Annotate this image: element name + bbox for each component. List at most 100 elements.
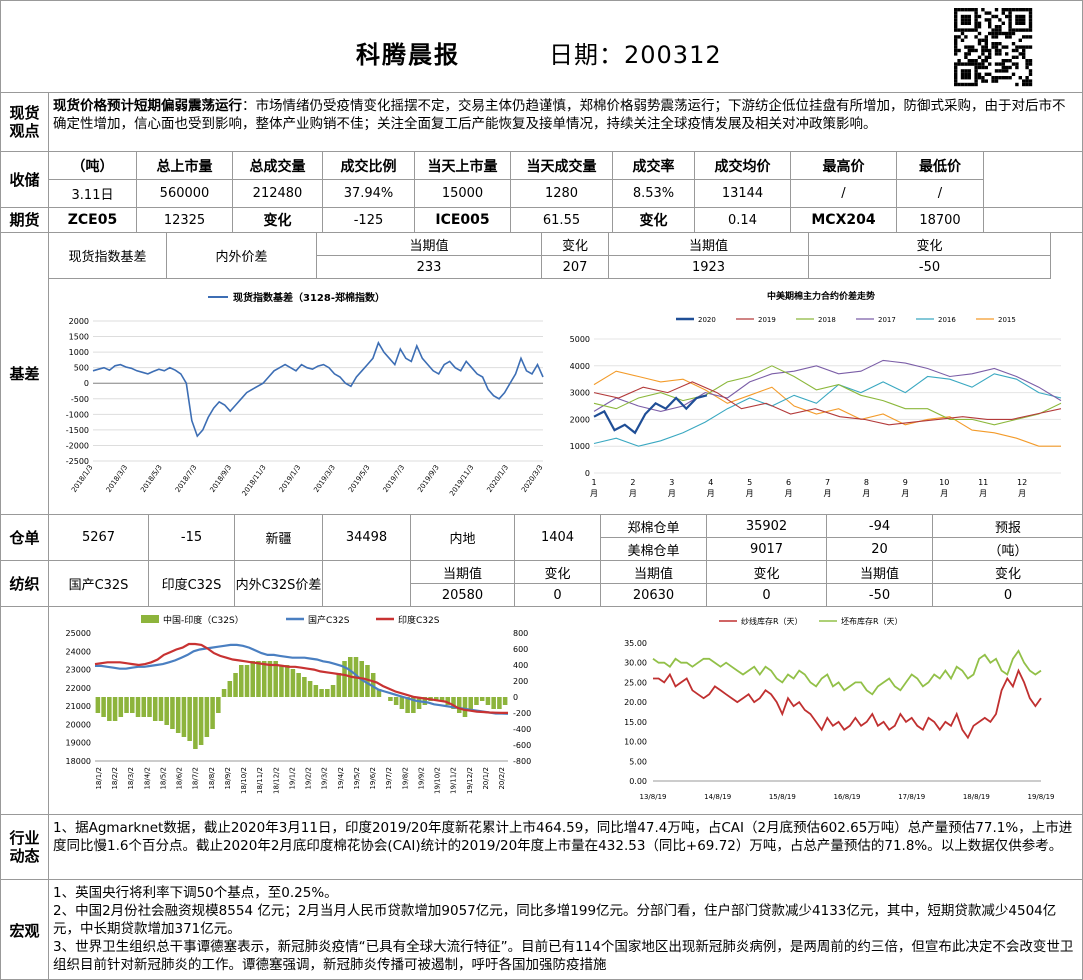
india-c32s-label: 印度C32S bbox=[149, 561, 235, 607]
spread-bar bbox=[393, 697, 399, 705]
us-warehouse-label: 美棉仓单 bbox=[601, 538, 707, 561]
y-tick-label: 500 bbox=[74, 364, 89, 373]
reserve-cell: 最低价 bbox=[897, 152, 984, 180]
reserve-cell: / bbox=[791, 180, 897, 208]
spread-bar bbox=[296, 673, 301, 697]
reserve-cell: 总上市量 bbox=[137, 152, 233, 180]
macro-section: 宏观 1、英国央行将利率下调50个基点，至0.25%。 2、中国2月份社会融资规… bbox=[1, 880, 1083, 980]
x-tick-label: 2019/1/3 bbox=[278, 464, 303, 494]
india-chg-value: 0 bbox=[707, 584, 827, 607]
report-header: 科腾晨报 日期：200312 bbox=[1, 1, 1083, 93]
reserve-cell: 8.53% bbox=[613, 180, 695, 208]
spread-bar bbox=[445, 697, 451, 705]
legend-label: 纱线库存R（天） bbox=[741, 616, 803, 626]
reserve-cell: 当天上市量 bbox=[415, 152, 511, 180]
x-tick-label: 7 bbox=[825, 478, 830, 487]
warehouse-section: 仓单 郑棉仓单 35902 -94 预报 5267 -15 新疆 34498 内… bbox=[1, 515, 1083, 561]
spread-bar bbox=[342, 661, 347, 697]
spread-bar bbox=[416, 697, 422, 709]
y2-tick-label: 600 bbox=[513, 645, 528, 654]
spread-bar bbox=[233, 673, 238, 697]
spread-bar bbox=[330, 685, 336, 697]
spread-bar bbox=[170, 697, 175, 729]
y-tick-label: -2000 bbox=[66, 441, 89, 450]
reserve-cell: 成交均价 bbox=[695, 152, 791, 180]
spread-bar bbox=[267, 661, 273, 697]
spread-bar bbox=[261, 661, 267, 697]
legend-label: 印度C32S bbox=[398, 614, 440, 626]
y-tick-label: 0.00 bbox=[629, 777, 647, 786]
spread-bar bbox=[141, 697, 147, 717]
spread-bar bbox=[210, 697, 215, 729]
y2-tick-label: -200 bbox=[513, 709, 531, 718]
reserve-cell: （吨） bbox=[49, 152, 137, 180]
warehouse-table: 郑棉仓单 35902 -94 预报 5267 -15 新疆 34498 内地 1… bbox=[49, 515, 1083, 561]
spot-index-basis-label: 现货指数基差 bbox=[49, 233, 167, 279]
x-tick-label: 2019/3/3 bbox=[312, 464, 337, 494]
x-tick-label: 19/9/2 bbox=[417, 767, 425, 790]
spread-bar bbox=[135, 697, 141, 717]
legend-label: 2015 bbox=[998, 316, 1016, 324]
x-tick-label: 18/10/2 bbox=[240, 767, 248, 794]
x-tick-label: 2019/7/3 bbox=[382, 464, 407, 494]
x-tick-label: 2018/1/3 bbox=[70, 464, 95, 494]
legend-label: 2020 bbox=[698, 316, 716, 324]
x-tick-label: 2018/3/3 bbox=[105, 464, 130, 494]
spread-bar bbox=[118, 697, 124, 717]
y-tick-label: 4000 bbox=[570, 362, 590, 371]
y2-tick-label: -800 bbox=[513, 757, 531, 766]
futures-cell: ZCE05 bbox=[49, 208, 137, 233]
spread-bar bbox=[198, 697, 204, 745]
y2-tick-label: 0 bbox=[513, 693, 518, 702]
spread-bar bbox=[313, 685, 319, 697]
zm-warehouse-value: 35902 bbox=[707, 515, 827, 538]
series-line bbox=[95, 643, 509, 715]
x-tick-label: 14/8/19 bbox=[704, 793, 731, 801]
qr-code-icon bbox=[939, 6, 1051, 88]
y-tick-label: 25.00 bbox=[624, 678, 647, 687]
x-tick-label: 月 bbox=[824, 489, 832, 498]
domestic-cur-value: 20580 bbox=[411, 584, 515, 607]
legend-label: 坯布库存R（天） bbox=[841, 616, 903, 626]
india-cur-value: 20630 bbox=[601, 584, 707, 607]
x-tick-label: 10 bbox=[939, 478, 949, 487]
reserve-section: 收储 （吨） 总上市量 总成交量 成交比例 当天上市量 当天成交量 成交率 成交均价 最高价 最低… bbox=[1, 152, 1083, 208]
x-tick-label: 19/4/2 bbox=[337, 767, 345, 790]
reserve-table: （吨） 总上市量 总成交量 成交比例 当天上市量 当天成交量 成交率 成交均价 最高价 最低价 3.… bbox=[49, 152, 1083, 208]
x-tick-label: 月 bbox=[629, 489, 637, 498]
legend-label: 2019 bbox=[758, 316, 776, 324]
basis-table: 现货指数基差 当期值 变化 内外价差 当期值 变化 233 207 1923 -… bbox=[49, 233, 1083, 279]
x-tick-label: 15/8/19 bbox=[769, 793, 796, 801]
x-tick-label: 19/3/2 bbox=[321, 767, 329, 790]
x-tick-label: 月 bbox=[785, 489, 793, 498]
spread-bar bbox=[411, 697, 416, 713]
y2-tick-label: -600 bbox=[513, 741, 531, 750]
y-tick-label: 19000 bbox=[66, 739, 91, 748]
x-tick-label: 5 bbox=[747, 478, 752, 487]
spread-bar bbox=[112, 697, 118, 721]
y-tick-label: 25000 bbox=[66, 629, 91, 638]
industry-label: 行业动态 bbox=[1, 815, 49, 879]
futures-label: 期货 bbox=[1, 208, 49, 232]
reserve-label: 收储 bbox=[1, 152, 49, 207]
inout-cur-value: 1923 bbox=[609, 256, 809, 279]
diff-cur-value: -50 bbox=[827, 584, 933, 607]
futures-cell: 61.55 bbox=[511, 208, 613, 233]
spread-bar bbox=[239, 665, 244, 697]
y-tick-label: 21000 bbox=[66, 702, 91, 711]
inout-chg-header: 变化 bbox=[809, 233, 1051, 256]
spread-bar bbox=[434, 697, 439, 701]
domestic-chg-header: 变化 bbox=[515, 561, 601, 584]
inout-diff-label: 内外价差 bbox=[167, 233, 317, 279]
x-tick-label: 18/7/2 bbox=[192, 767, 200, 790]
diff-chg-value: 0 bbox=[933, 584, 1083, 607]
y-tick-label: 2000 bbox=[570, 415, 590, 424]
spread-bar bbox=[319, 689, 324, 697]
spread-bar bbox=[181, 697, 187, 737]
yarn-price-chart: 中国-印度（C32S） 国产C32S 印度C32S 25000 24000 23000 22… bbox=[53, 609, 553, 813]
spread-bar bbox=[307, 681, 313, 697]
industry-text: 1、据Agmarknet数据，截止2020年3月11日，印度2019/20年度新… bbox=[53, 820, 1073, 854]
futures-section: 期货 ZCE05 12325 变化 -125 ICE005 61.55 变化 0.14 MCX2… bbox=[1, 208, 1083, 233]
x-tick-label: 月 bbox=[1018, 489, 1026, 498]
spread-bar bbox=[101, 697, 106, 717]
